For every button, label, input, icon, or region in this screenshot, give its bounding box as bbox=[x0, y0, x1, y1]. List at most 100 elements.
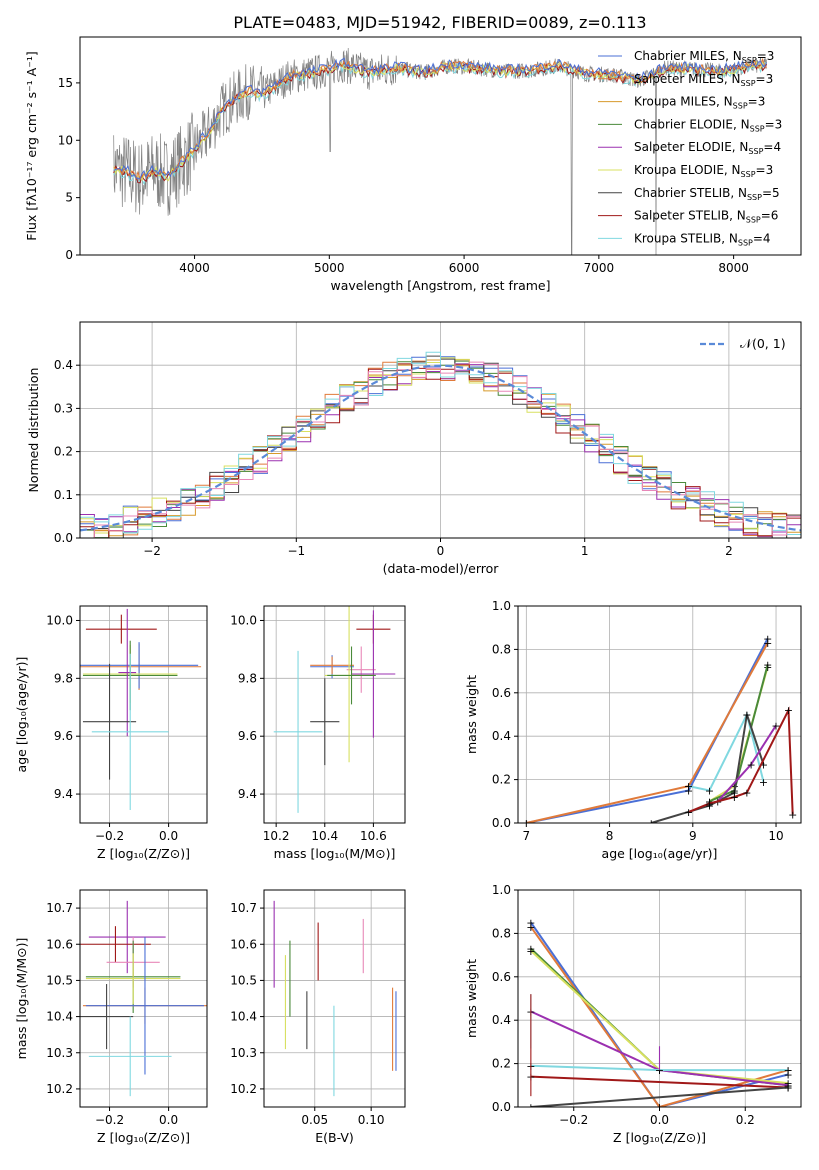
weight-marker-kroupa_stelib: + bbox=[784, 1064, 793, 1077]
weight-marker-chabrier_miles: + bbox=[763, 633, 772, 646]
x-axis-label: E(B-V) bbox=[315, 1130, 354, 1145]
x-tick-label: −2 bbox=[143, 544, 161, 558]
weight-marker-kroupa_elodie: + bbox=[784, 1077, 793, 1090]
weight-marker-kroupa_stelib: + bbox=[684, 780, 693, 793]
plot-area bbox=[80, 351, 801, 538]
weight-marker-chabrier_miles: + bbox=[655, 1101, 664, 1114]
x-tick-label: 0.0 bbox=[650, 1113, 669, 1127]
x-tick-label: 9 bbox=[689, 829, 697, 843]
x-tick-label: 7 bbox=[523, 829, 531, 843]
x-tick-label: 10.2 bbox=[263, 829, 290, 843]
weight-line-salpeter_stelib bbox=[688, 706, 794, 815]
y-tick-label: 0.0 bbox=[492, 816, 511, 830]
axes-frame bbox=[517, 605, 802, 824]
legend-entry: 𝒩(0, 1) bbox=[740, 336, 786, 351]
plot-area bbox=[113, 47, 768, 255]
y-tick-label: 10.2 bbox=[230, 1082, 257, 1096]
y-tick-label: 10.6 bbox=[46, 937, 73, 951]
x-tick-label: 5000 bbox=[314, 261, 345, 275]
y-axis-label: mass weight bbox=[464, 675, 479, 754]
y-tick-label: 10.0 bbox=[230, 613, 257, 627]
x-axis-label: age [log₁₀(age/yr)] bbox=[602, 846, 718, 861]
weight-marker-salpeter_stelib: + bbox=[684, 806, 693, 819]
y-tick-label: 0.3 bbox=[54, 401, 73, 415]
legend-entry: Salpeter STELIB, NSSP=6 bbox=[634, 209, 778, 225]
x-tick-label: −1 bbox=[287, 544, 305, 558]
x-tick-label: 8 bbox=[606, 829, 614, 843]
weight-marker-salpeter_stelib: + bbox=[784, 704, 793, 717]
weight-marker-salpeter_elodie: + bbox=[771, 719, 780, 732]
weight-marker-kroupa_elodie: + bbox=[526, 945, 535, 958]
weight-marker-chabrier_elodie: + bbox=[784, 1079, 793, 1092]
x-tick-label: 10.6 bbox=[360, 829, 387, 843]
y-tick-label: 0.0 bbox=[492, 1100, 511, 1114]
y-tick-label: 0.0 bbox=[54, 531, 73, 545]
y-tick-label: 9.6 bbox=[54, 729, 73, 743]
weight-marker-salpeter_stelib: + bbox=[742, 787, 751, 800]
weight-marker-chabrier_miles: + bbox=[526, 917, 535, 930]
model-spectrum-chabrier_miles bbox=[113, 57, 768, 180]
weight-marker-salpeter_stelib: + bbox=[788, 808, 797, 821]
y-tick-label: 10.3 bbox=[46, 1046, 73, 1060]
x-tick-label: −0.2 bbox=[95, 829, 124, 843]
x-axis-label: Z [log₁₀(Z/Z⊙)] bbox=[97, 846, 190, 861]
normal-curve bbox=[80, 364, 801, 532]
x-tick-label: −0.2 bbox=[559, 1113, 588, 1127]
y-tick-label: 10.5 bbox=[46, 973, 73, 987]
axes-frame bbox=[79, 605, 208, 824]
x-tick-label: −0.2 bbox=[95, 1113, 124, 1127]
y-tick-label: 0.2 bbox=[54, 445, 73, 459]
y-axis-label: mass [log₁₀(M/M⊙)] bbox=[14, 938, 29, 1060]
ebv-mass-axes: 0.05 0.10 10.2 10.3 10.4 10.5 10.6 10.7 E(B-V) bbox=[230, 889, 406, 1145]
weight-marker-chabrier_miles: + bbox=[522, 817, 531, 830]
y-tick-label: 10 bbox=[58, 133, 73, 147]
y-tick-label: 0.8 bbox=[492, 642, 511, 656]
weight-marker-salpeter_elodie: + bbox=[784, 1079, 793, 1092]
x-axis-label: (data-model)/error bbox=[383, 561, 500, 576]
y-tick-label: 1.0 bbox=[492, 883, 511, 897]
weight-marker-kroupa_stelib: + bbox=[705, 784, 714, 797]
x-tick-label: 1 bbox=[581, 544, 589, 558]
weight-marker-salpeter_miles: + bbox=[763, 637, 772, 650]
weight-marker-chabrier_miles: + bbox=[684, 784, 693, 797]
x-tick-label: 0.0 bbox=[159, 829, 178, 843]
histogram-kroupa_stelib bbox=[80, 351, 801, 538]
weight-marker-chabrier_elodie: + bbox=[705, 795, 714, 808]
plot-area: ++++++++++++++++ + +++++ bbox=[526, 917, 793, 1114]
x-axis-label: Z [log₁₀(Z/Z⊙)] bbox=[97, 1130, 190, 1145]
x-tick-label: 4000 bbox=[179, 261, 210, 275]
y-tick-label: 5 bbox=[65, 191, 73, 205]
z-weight-axes: −0.2 0.0 0.2 0.0 0.2 0.4 0.6 0.8 1.0 Z [log₁₀(Z/Z… bbox=[464, 883, 802, 1145]
spectrum-axes: 4000 5000 6000 7000 8000 0 5 10 15 wavelength [An… bbox=[24, 36, 802, 293]
axes-frame bbox=[263, 605, 406, 824]
weight-marker-salpeter_miles: + bbox=[784, 1064, 793, 1077]
plot-area: +++++++++++++ ++++++++++++++ +++ bbox=[522, 633, 797, 830]
y-tick-label: 0.4 bbox=[492, 1013, 511, 1027]
y-axis-label: mass weight bbox=[464, 959, 479, 1038]
x-tick-label: 6000 bbox=[449, 261, 480, 275]
legend-entry: Chabrier ELODIE, NSSP=3 bbox=[634, 117, 782, 133]
y-tick-label: 10.2 bbox=[46, 1082, 73, 1096]
residual-axes: −2 −1 0 1 2 0.0 0.1 0.2 0.3 0.4 (data-model)/error… bbox=[26, 321, 802, 576]
weight-line-chabrier_stelib bbox=[530, 1086, 789, 1107]
x-tick-label: 10.4 bbox=[311, 829, 338, 843]
weight-marker-salpeter_miles: + bbox=[526, 921, 535, 934]
y-tick-label: 0.2 bbox=[492, 1057, 511, 1071]
y-tick-label: 9.8 bbox=[238, 671, 257, 685]
x-tick-label: 0 bbox=[437, 544, 445, 558]
x-tick-label: 0.2 bbox=[736, 1113, 755, 1127]
x-axis-label: Z [log₁₀(Z/Z⊙)] bbox=[613, 1130, 706, 1145]
x-tick-label: 0.10 bbox=[358, 1113, 385, 1127]
y-tick-label: 10.3 bbox=[230, 1046, 257, 1060]
legend-entry: Kroupa ELODIE, NSSP=3 bbox=[634, 163, 773, 179]
weight-marker-salpeter_stelib: + bbox=[730, 791, 739, 804]
y-tick-label: 10.4 bbox=[46, 1010, 73, 1024]
axes-frame bbox=[79, 36, 802, 256]
weight-marker-chabrier_miles: + bbox=[784, 1068, 793, 1081]
weight-marker-salpeter_stelib: + bbox=[784, 1081, 793, 1094]
x-tick-label: 2 bbox=[725, 544, 733, 558]
weight-line-salpeter_stelib bbox=[530, 1075, 789, 1089]
mass-age-axes: 10.2 10.4 10.6 9.4 9.6 9.8 10.0 mass [log₁₀(M/M… bbox=[230, 605, 406, 861]
y-tick-label: 9.8 bbox=[54, 671, 73, 685]
